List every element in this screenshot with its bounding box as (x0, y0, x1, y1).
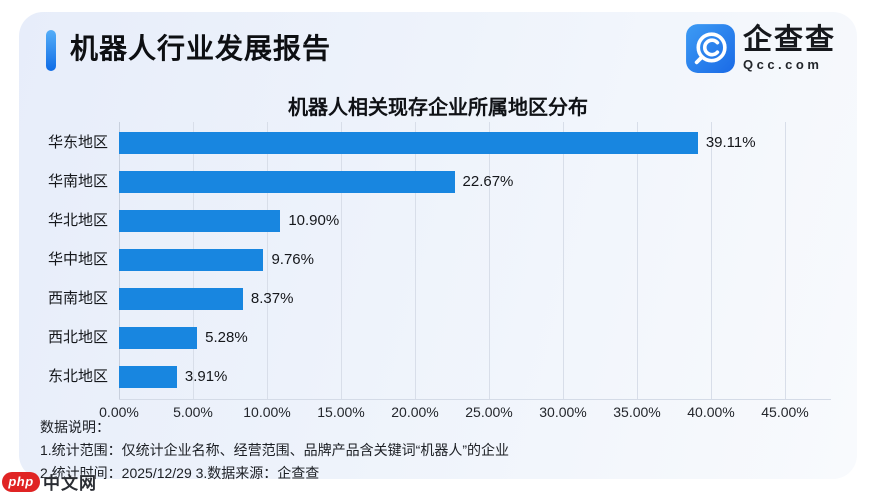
qcc-logo-domain: Qcc.com (742, 57, 823, 72)
bar (119, 366, 177, 388)
x-tick-label: 10.00% (243, 404, 291, 420)
x-tick-label: 35.00% (613, 404, 661, 420)
notes-line-1: 1.统计范围：仅统计企业名称、经营范围、品牌产品含关键词“机器人”的企业 (40, 442, 509, 458)
gridline (563, 122, 564, 399)
category-label: 华南地区 (47, 173, 108, 190)
qcc-logo-text: 企查查 Qcc.com (743, 25, 836, 72)
plot-area: 39.11% 22.67% 10.90% 9.76% 8.37% 5.28% 3.91% (119, 122, 831, 400)
gridline (785, 122, 786, 399)
gridline (341, 122, 342, 399)
bar-value-label: 10.90% (288, 212, 340, 229)
gridline (489, 122, 490, 399)
x-tick-label: 20.00% (391, 404, 439, 420)
bar-value-label: 9.76% (271, 251, 314, 268)
bar (119, 249, 264, 271)
notes-line-2: 2.统计时间：2025/12/29 3.数据来源：企查查 (40, 465, 320, 481)
bar (119, 327, 198, 349)
x-tick-label: 40.00% (687, 404, 735, 420)
gridline (267, 122, 268, 399)
data-notes: 数据说明： 1.统计范围：仅统计企业名称、经营范围、品牌产品含关键词“机器人”的… (40, 416, 509, 485)
bar-value-label: 22.67% (462, 173, 514, 190)
x-tick-label: 45.00% (761, 404, 809, 420)
x-tick-label: 25.00% (465, 404, 513, 420)
category-label: 西北地区 (47, 329, 108, 346)
php-cn-text: 中文网 (43, 474, 97, 493)
x-tick-label: 30.00% (539, 404, 587, 420)
bar (119, 132, 698, 154)
qcc-logo-name: 企查查 (742, 24, 836, 56)
category-label: 华北地区 (47, 212, 108, 229)
bar (119, 288, 243, 310)
bar-value-label: 8.37% (250, 290, 294, 307)
php-cn-watermark: php 中文网 (2, 469, 97, 494)
notes-heading: 数据说明： (40, 419, 110, 435)
category-label: 东北地区 (47, 368, 108, 385)
category-label: 华东地区 (47, 134, 108, 151)
category-label: 华中地区 (47, 251, 108, 268)
chart-title: 机器人相关现存企业所属地区分布 (288, 97, 588, 119)
gridline (637, 122, 638, 399)
bar-value-label: 5.28% (205, 329, 248, 346)
category-axis: 华东地区华南地区华北地区华中地区西南地区西北地区东北地区 (19, 122, 108, 399)
qcc-logo: 企查查 Qcc.com (685, 23, 836, 74)
report-card: 机器人行业发展报告 企查查 Qcc.com 机器人相关现存企业所属地区分布 39… (19, 12, 857, 481)
report-title: 机器人行业发展报告 (70, 33, 332, 64)
bar (119, 171, 455, 193)
x-tick-label: 15.00% (317, 404, 365, 420)
category-label: 西南地区 (47, 290, 108, 307)
qcc-logo-icon (686, 24, 735, 73)
bar (119, 210, 281, 232)
bar-value-label: 3.91% (184, 368, 228, 385)
php-badge: php (2, 471, 40, 492)
x-tick-label: 5.00% (173, 404, 213, 420)
value-axis: 0.00% 5.00% 10.00% 15.00% 20.00% 25.00% 30.00%… (99, 404, 831, 422)
gridline (415, 122, 416, 399)
bar-value-label: 39.11% (705, 134, 756, 151)
gridline (711, 122, 712, 399)
x-tick-label: 0.00% (99, 404, 139, 420)
title-accent-bar (46, 30, 56, 71)
